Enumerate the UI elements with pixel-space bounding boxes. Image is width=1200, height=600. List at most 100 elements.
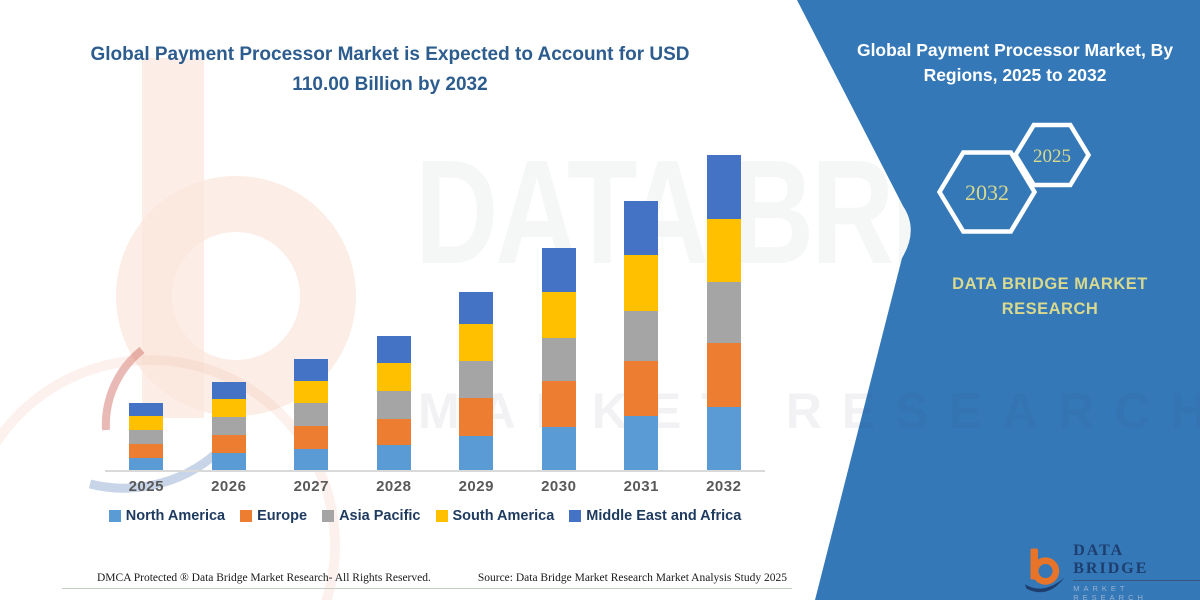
- segment-asia-pacific-2032: [706, 282, 741, 344]
- segment-middle-east-and-africa-2029: [459, 291, 494, 325]
- x-labels: 2025 2026 2027 2028 2029 2030 2031 2032: [105, 478, 765, 495]
- legend-label-north-america: North America: [125, 508, 226, 524]
- stacked-bar-2025: [129, 403, 164, 470]
- segment-south-america-2028: [376, 362, 411, 392]
- segment-europe-2031: [624, 361, 659, 417]
- legend-swatch-europe: [240, 510, 253, 522]
- segment-south-america-2027: [294, 380, 329, 403]
- segment-europe-2025: [129, 444, 164, 459]
- segment-asia-pacific-2025: [129, 429, 164, 445]
- bar-column-2025: [105, 152, 188, 470]
- legend-label-south-america: South America: [452, 508, 555, 524]
- panel-title: Global Payment Processor Market, By Regi…: [856, 40, 1174, 86]
- segment-south-america-2032: [706, 219, 741, 283]
- stacked-bar-2029: [459, 291, 494, 470]
- dbmr-logo-text: DATA BRIDGE MARKET RESEARCH: [1073, 542, 1200, 600]
- legend-label-europe: Europe: [257, 508, 308, 524]
- segment-middle-east-and-africa-2032: [706, 154, 741, 220]
- segment-middle-east-and-africa-2026: [211, 382, 246, 399]
- segment-europe-2028: [376, 419, 411, 446]
- legend-swatch-middle-east-and-africa: [569, 510, 582, 522]
- segment-north-america-2029: [459, 435, 494, 470]
- x-tick-2028: 2028: [376, 478, 412, 495]
- segment-middle-east-and-africa-2028: [376, 335, 411, 363]
- dbmr-logo-subtitle: MARKET RESEARCH: [1073, 584, 1147, 600]
- segment-europe-2030: [541, 380, 576, 427]
- hexagon-2025-label: 2025: [1033, 146, 1071, 167]
- dbmr-logo-icon: [1024, 548, 1065, 593]
- chart-title: Global Payment Processor Market is Expec…: [72, 40, 708, 101]
- segment-north-america-2032: [706, 407, 741, 470]
- bar-column-2028: [353, 152, 436, 470]
- x-tick-2029: 2029: [458, 478, 494, 495]
- segment-north-america-2030: [541, 426, 576, 470]
- segment-south-america-2030: [541, 291, 576, 338]
- segment-south-america-2031: [624, 255, 659, 311]
- segment-asia-pacific-2026: [211, 416, 246, 435]
- legend-swatch-asia-pacific: [322, 510, 335, 522]
- hexagon-2032-label: 2032: [965, 180, 1009, 205]
- brand-wordmark: DATA BRIDGE MARKET RESEARCH: [952, 275, 1148, 318]
- stacked-bar-2027: [294, 358, 329, 470]
- segment-north-america-2028: [376, 445, 411, 470]
- footer-source-text: Source: Data Bridge Market Research Mark…: [477, 572, 787, 584]
- segment-middle-east-and-africa-2030: [541, 247, 576, 292]
- legend-item-europe: Europe: [240, 508, 307, 524]
- bars-row: [105, 152, 765, 472]
- segment-europe-2029: [459, 397, 494, 436]
- x-tick-2031: 2031: [623, 478, 659, 495]
- legend-swatch-south-america: [435, 510, 448, 522]
- segment-asia-pacific-2027: [294, 402, 329, 427]
- x-tick-2025: 2025: [128, 478, 164, 495]
- faint-logo-blue-arc: [88, 442, 228, 493]
- legend-item-asia-pacific: Asia Pacific: [322, 508, 421, 524]
- bar-column-2029: [435, 152, 518, 470]
- segment-south-america-2029: [459, 324, 494, 361]
- logo-swoosh: [1024, 577, 1065, 593]
- stacked-bar-2028: [376, 335, 411, 470]
- segment-north-america-2026: [211, 452, 246, 470]
- segment-south-america-2025: [129, 416, 164, 430]
- faint-logo-red-arc: [101, 346, 145, 431]
- x-tick-2032: 2032: [706, 478, 742, 495]
- faint-swoosh-circle: [0, 355, 340, 600]
- legend-item-middle-east-and-africa: Middle East and Africa: [569, 508, 741, 524]
- hexagon-2032: [936, 150, 1038, 234]
- footer-dmca-text: DMCA Protected ® Data Bridge Market Rese…: [97, 572, 431, 584]
- bar-column-2030: [518, 152, 601, 470]
- legend-label-middle-east-and-africa: Middle East and Africa: [586, 508, 742, 524]
- dbmr-logo-name: DATA BRIDGE: [1073, 542, 1200, 581]
- footer: DMCA Protected ® Data Bridge Market Rese…: [97, 572, 787, 584]
- segment-europe-2026: [211, 434, 246, 453]
- x-tick-2030: 2030: [541, 478, 577, 495]
- legend-item-south-america: South America: [435, 508, 555, 524]
- stacked-bar-2030: [541, 247, 576, 470]
- segment-north-america-2025: [129, 458, 164, 470]
- segment-middle-east-and-africa-2027: [294, 358, 329, 381]
- logo-b-bowl: [1031, 557, 1060, 585]
- bar-column-2027: [270, 152, 353, 470]
- segment-south-america-2026: [211, 398, 246, 417]
- legend-item-north-america: North America: [108, 508, 226, 524]
- segment-europe-2032: [706, 343, 741, 407]
- legend-swatch-north-america: [108, 510, 121, 522]
- bar-column-2026: [188, 152, 271, 470]
- segment-asia-pacific-2028: [376, 391, 411, 420]
- segment-europe-2027: [294, 426, 329, 449]
- legend: North America Europe Asia Pacific South Ame…: [80, 508, 770, 524]
- x-tick-2027: 2027: [293, 478, 329, 495]
- hexagon-2025: [1012, 122, 1092, 188]
- segment-middle-east-and-africa-2025: [129, 403, 164, 417]
- segment-north-america-2031: [624, 416, 659, 470]
- right-panel-shape: [797, 0, 1200, 600]
- stacked-bar-2026: [211, 382, 246, 470]
- bar-column-2031: [600, 152, 683, 470]
- year-hexagons: 2032 2025: [936, 122, 1092, 234]
- segment-north-america-2027: [294, 448, 329, 470]
- x-tick-2026: 2026: [211, 478, 247, 495]
- stacked-bar-2032: [706, 154, 741, 470]
- chart-title-line1: Global Payment Processor Market is Expec…: [90, 44, 690, 65]
- stacked-bar-2031: [624, 201, 659, 470]
